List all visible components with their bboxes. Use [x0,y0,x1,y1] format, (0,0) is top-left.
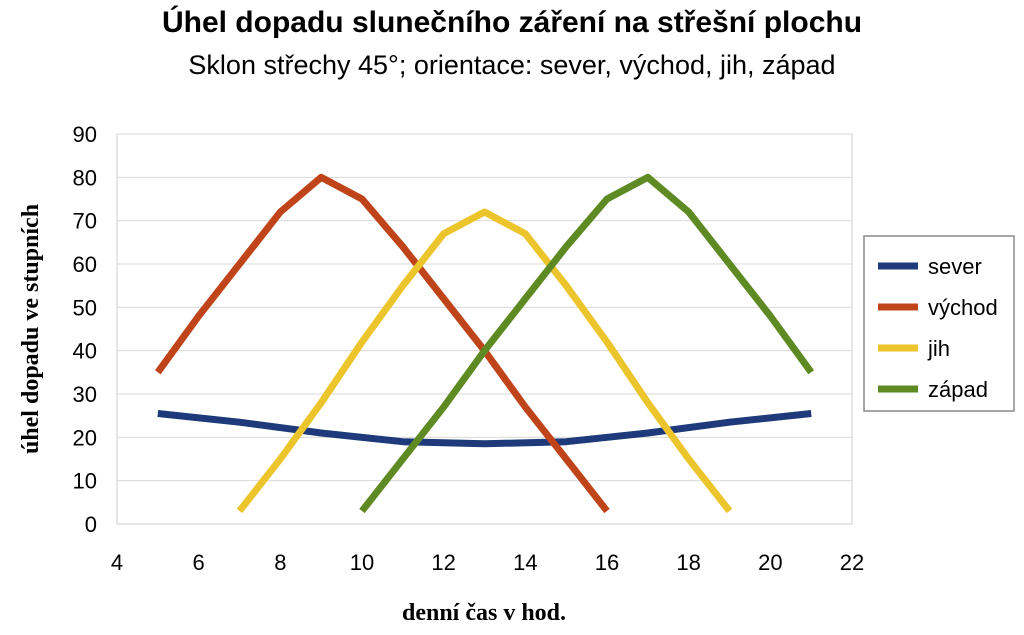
x-tick-label: 22 [840,550,864,575]
x-tick-label: 18 [676,550,700,575]
y-axis-ticks: 0 10 20 30 40 50 60 70 80 90 [73,122,97,537]
series-line-sever [157,410,812,448]
series-line-jih [236,208,733,514]
y-tick-label: 50 [73,295,97,320]
y-axis-label: úhel dopadu ve stupních [18,204,44,454]
legend-label-jih: jih [927,336,950,361]
y-tick-label: 70 [73,209,97,234]
chart-subtitle: Sklon střechy 45°; orientace: sever, výc… [188,50,836,80]
series-line-západ [359,173,815,514]
y-tick-label: 60 [73,252,97,277]
x-tick-label: 20 [758,550,782,575]
legend: sever východ jih západ [863,235,1015,412]
x-tick-label: 4 [111,550,123,575]
y-tick-label: 40 [73,339,97,364]
legend-label-východ: východ [928,295,998,320]
chart-title: Úhel dopadu slunečního záření na střešní… [161,6,863,39]
series-lines [154,173,815,514]
legend-box [863,235,1015,412]
x-axis-ticks: 4 6 8 10 12 14 16 18 20 22 [111,550,864,575]
y-tick-label: 30 [73,382,97,407]
x-tick-label: 8 [274,550,286,575]
y-tick-label: 20 [73,425,97,450]
x-tick-label: 12 [431,550,455,575]
y-tick-label: 80 [73,165,97,190]
x-axis-label: denní čas v hod. [402,600,566,626]
x-tick-label: 6 [193,550,205,575]
y-tick-label: 0 [85,512,97,537]
y-tick-label: 10 [73,469,97,494]
legend-label-sever: sever [928,254,982,279]
x-tick-label: 14 [513,550,537,575]
x-tick-label: 16 [595,550,619,575]
x-tick-label: 10 [350,550,374,575]
y-tick-label: 90 [73,122,97,147]
plot-area [116,133,853,525]
legend-label-západ: západ [928,377,988,402]
series-line-východ [154,173,610,514]
